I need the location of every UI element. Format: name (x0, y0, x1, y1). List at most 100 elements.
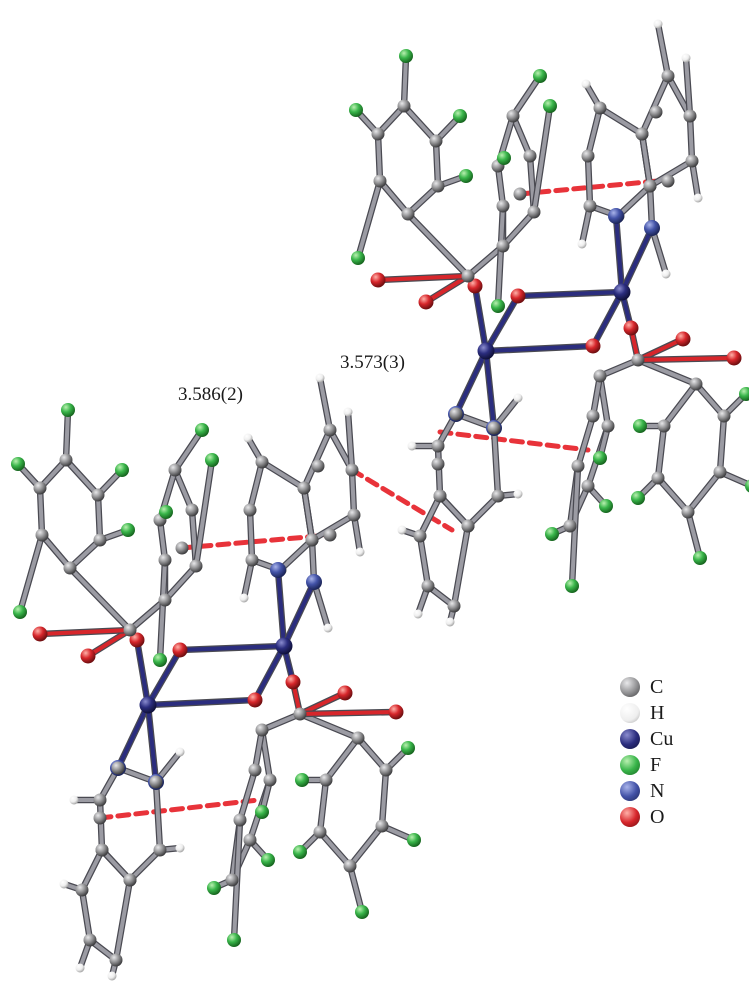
carbon-atom (487, 421, 501, 435)
carbon-atom (685, 154, 699, 168)
hydrogen-atom (343, 407, 353, 417)
bond (348, 824, 384, 868)
ring-centroid (323, 528, 337, 542)
legend-item-nitrogen: N (620, 778, 730, 804)
carbon-atom (371, 127, 385, 141)
bond (591, 290, 624, 348)
bond (614, 214, 624, 294)
bond (298, 691, 347, 716)
bond (173, 468, 194, 512)
bond (656, 22, 670, 78)
carbon-atom (263, 773, 277, 787)
bond (154, 780, 162, 852)
bond (38, 486, 44, 537)
carbon-atom (93, 533, 107, 547)
oxygen-atom (675, 331, 691, 347)
carbon-atom (461, 519, 475, 533)
bond (80, 888, 92, 942)
bond (350, 468, 356, 517)
carbon-atom (601, 419, 615, 433)
fluorine-atom (543, 99, 557, 113)
hydrogen-atom (693, 193, 703, 203)
bond (636, 358, 698, 386)
hydrogen-atom (69, 795, 79, 805)
hydrogen-atom (513, 489, 523, 499)
legend-item-hydrogen: H (620, 700, 730, 726)
oxygen-atom (285, 674, 301, 690)
carbon-atom (447, 599, 461, 613)
fluorine-atom (399, 49, 413, 63)
hydrogen-atom (445, 617, 455, 627)
fluorine-atom (533, 69, 547, 83)
contact-line (517, 177, 671, 197)
oxygen-atom (623, 320, 639, 336)
carbon-atom (83, 933, 97, 947)
carbon-atom (323, 423, 337, 437)
fluorine-atom (207, 881, 221, 895)
bond (636, 337, 685, 362)
bond (18, 533, 44, 614)
oxygen-atom-icon (620, 807, 640, 827)
bond (598, 358, 640, 378)
copper-atom (139, 696, 157, 714)
fluorine-atom (227, 933, 241, 947)
fluorine-atom (11, 457, 25, 471)
carbon-atom (63, 561, 77, 575)
carbon-atom (661, 69, 675, 83)
carbon-atom (461, 269, 475, 283)
carbon-atom (433, 489, 447, 503)
contact-line (349, 467, 455, 533)
hydrogen-atom (239, 593, 249, 603)
carbon-atom (683, 109, 697, 123)
nitrogen-atom (608, 208, 624, 224)
carbon-atom (635, 127, 649, 141)
legend-label: Cu (650, 728, 674, 750)
ring-centroid (649, 105, 663, 119)
bond (586, 106, 602, 158)
carbon-atom (347, 508, 361, 522)
hydrogen-atom (653, 19, 663, 29)
bond (454, 349, 488, 416)
bond (318, 778, 328, 834)
carbon-atom (581, 479, 595, 493)
contact-distance-label-a: 3.586(2) (178, 384, 243, 405)
bond (163, 564, 198, 602)
bond (64, 458, 100, 497)
bond (356, 736, 388, 772)
copper-atom (477, 342, 495, 360)
bond (402, 104, 438, 143)
carbon-atom (657, 419, 671, 433)
bond (80, 848, 104, 892)
bond (128, 598, 167, 632)
bond (406, 212, 470, 278)
carbon-atom (255, 723, 269, 737)
copper-atom-icon (620, 729, 640, 749)
bond (96, 493, 102, 542)
bond (418, 534, 430, 588)
bond (282, 580, 316, 648)
bond (178, 644, 286, 652)
hydrogen-atom (107, 971, 117, 981)
carbon-atom (111, 761, 125, 775)
bond (598, 106, 644, 136)
fluorine-atom (355, 905, 369, 919)
hydrogen-atom (681, 53, 691, 63)
carbon-atom (583, 199, 597, 213)
bond (466, 494, 500, 528)
bond (318, 376, 332, 432)
carbon-atom (563, 519, 577, 533)
nitrogen-atom-icon (620, 781, 640, 801)
carbon-atom (149, 775, 163, 789)
carbon-atom (397, 99, 411, 113)
carbon-atom (713, 465, 727, 479)
bond (586, 154, 592, 208)
carbon-atom (158, 553, 172, 567)
carbon-atom (421, 579, 435, 593)
fluorine-atom (745, 479, 749, 493)
bond (278, 538, 314, 572)
bond (406, 184, 440, 216)
bond (158, 558, 167, 662)
bond (473, 284, 488, 353)
bond (146, 703, 158, 784)
hydrogen-atom (323, 623, 333, 633)
